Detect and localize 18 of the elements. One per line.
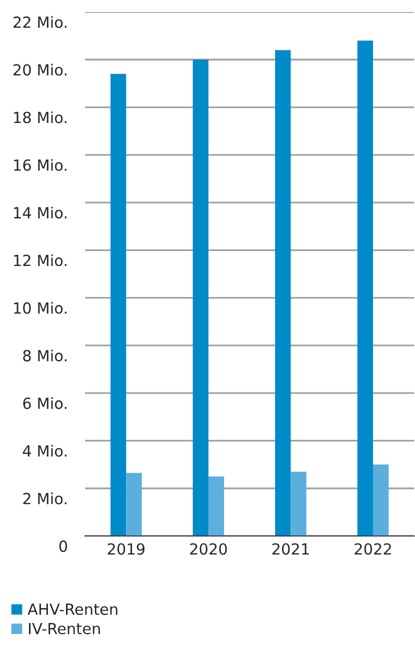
x-tick-label: 2022 [354,543,391,555]
legend-label: AHV-Renten [28,604,118,615]
y-tick-label: 22 Mio. [14,16,66,28]
y-tick-label: 10 Mio. [14,302,66,314]
y-tick-label: 20 Mio. [14,64,66,76]
y-tick-label: 2 Mio. [23,492,66,504]
y-tick-label: 18 Mio. [14,111,66,124]
y-tick-label: 8 Mio. [23,350,66,362]
y-tick-label: 16 Mio. [14,159,66,171]
y-tick-label: 14 Mio. [14,206,66,219]
x-tick-label: 2020 [190,543,227,555]
x-tick-label: 2021 [272,543,309,555]
y-tick-label: 4 Mio. [22,444,66,457]
y-tick-label: 6 Mio. [23,397,66,410]
y-tick-label: 0 [59,540,68,552]
x-tick-label: 2019 [108,543,145,555]
y-tick-label: 12 Mio. [14,254,66,266]
legend-label: IV-Renten [29,622,100,634]
